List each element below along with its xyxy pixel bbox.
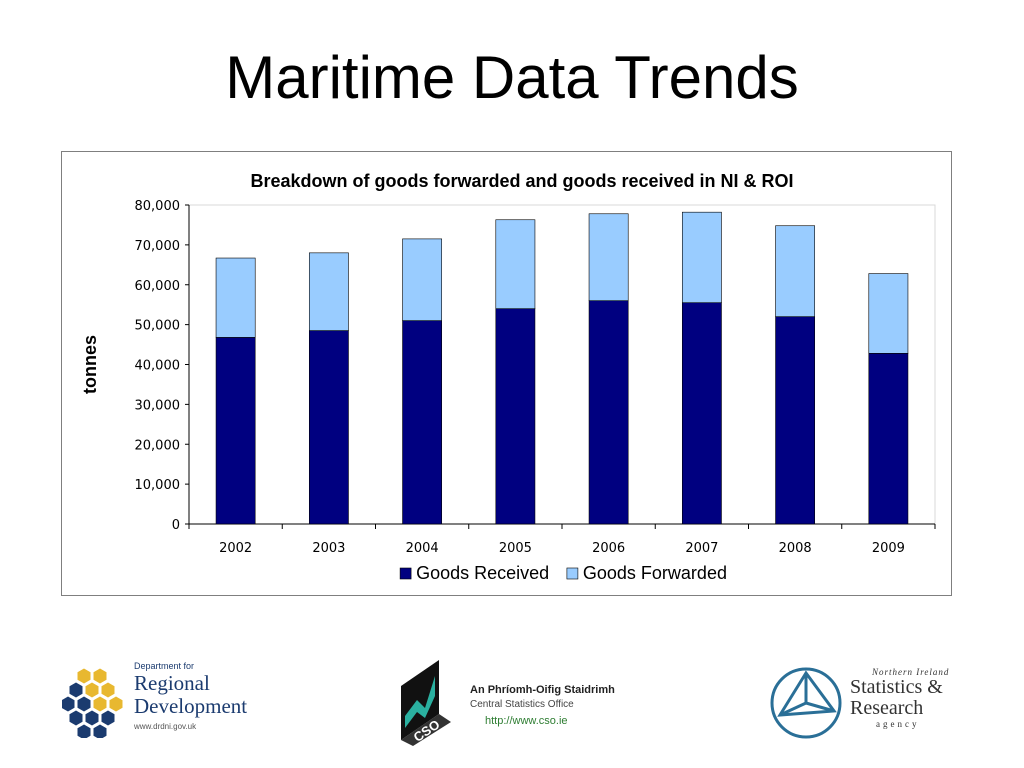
hexagon-cell	[101, 710, 115, 726]
bar-goods-forwarded-2003	[308, 252, 349, 331]
hexagon-cluster-icon	[62, 668, 123, 738]
y-tick-label: 40,000	[135, 359, 181, 374]
drd-line1: Regional	[134, 671, 210, 695]
y-tick-label: 10,000	[135, 478, 181, 493]
bar-goods-forwarded-2008	[775, 225, 816, 317]
y-tick-label: 80,000	[135, 199, 181, 214]
bar-goods-forwarded-2007	[681, 211, 722, 303]
hexagon-cell	[85, 710, 99, 726]
bar-goods-received-2005	[495, 308, 536, 525]
y-axis-label: tonnes	[80, 335, 100, 394]
bar-goods-received-2006	[588, 300, 629, 525]
cso-url: http://www.cso.ie	[485, 715, 568, 727]
x-tick-label: 2007	[685, 541, 718, 556]
nisra-bottom: agency	[876, 719, 920, 729]
x-tick-label: 2004	[406, 541, 439, 556]
drd-line2: Development	[134, 694, 248, 718]
bar-goods-forwarded-2005	[495, 219, 536, 309]
hexagon-cell	[101, 682, 115, 698]
chart-title: Breakdown of goods forwarded and goods r…	[250, 171, 793, 191]
drd-pre: Department for	[134, 661, 195, 671]
bar-goods-received-2009	[868, 353, 909, 525]
x-tick-label: 2008	[779, 541, 812, 556]
bar-goods-received-2008	[775, 316, 816, 525]
slide-title: Maritime Data Trends	[225, 44, 799, 111]
y-tick-label: 70,000	[135, 239, 181, 254]
hexagon-cell	[62, 696, 75, 712]
bar-goods-forwarded-2004	[402, 238, 443, 321]
hexagon-cell	[69, 710, 83, 726]
y-tick-label: 50,000	[135, 319, 181, 334]
bar-goods-received-2004	[402, 320, 443, 525]
nisra-line2: Research	[850, 697, 924, 719]
x-tick-label: 2009	[872, 541, 905, 556]
y-tick-label: 0	[172, 518, 180, 533]
hexagon-cell	[109, 696, 123, 712]
hexagon-cell	[93, 696, 107, 712]
hexagon-cell	[85, 682, 99, 698]
cso-irish-name: An Phríomh-Oifig Staidrimh	[470, 684, 615, 696]
nisra-circle-icon	[770, 667, 842, 739]
drd-url: www.drdni.gov.uk	[134, 722, 197, 731]
x-tick-label: 2002	[219, 541, 252, 556]
y-tick-label: 30,000	[135, 398, 181, 413]
cso-english-name: Central Statistics Office	[470, 699, 574, 710]
hexagon-cell	[93, 724, 107, 738]
bar-goods-received-2003	[308, 330, 349, 525]
hexagon-cell	[93, 668, 107, 684]
bar-goods-received-2002	[215, 337, 256, 525]
bar-goods-forwarded-2009	[868, 273, 909, 354]
cso-logo: CSO An Phríomh-Oifig Staidrimh Central S…	[395, 656, 635, 746]
plot-area	[188, 204, 936, 525]
bar-goods-received-2007	[681, 302, 722, 525]
bar-goods-forwarded-2006	[588, 213, 629, 301]
legend-label: Goods Forwarded	[583, 563, 727, 583]
nisra-logo: Northern Ireland Statistics & Research a…	[768, 663, 968, 743]
bar-goods-forwarded-2002	[215, 257, 256, 338]
hexagon-cell	[77, 724, 91, 738]
nisra-top: Northern Ireland	[872, 667, 950, 677]
x-tick-label: 2003	[312, 541, 345, 556]
hexagon-cell	[69, 682, 83, 698]
drd-logo: Department for Regional Development www.…	[62, 660, 272, 742]
hexagon-cell	[77, 696, 91, 712]
x-tick-label: 2006	[592, 541, 625, 556]
x-tick-label: 2005	[499, 541, 532, 556]
legend-label: Goods Received	[416, 563, 549, 583]
stacked-bar-chart: Breakdown of goods forwarded and goods r…	[80, 171, 936, 583]
y-tick-label: 20,000	[135, 438, 181, 453]
legend-swatch	[566, 567, 579, 580]
y-tick-label: 60,000	[135, 279, 181, 294]
nisra-line1: Statistics &	[850, 676, 943, 698]
hexagon-cell	[77, 668, 91, 684]
cso-emblem-icon: CSO	[401, 660, 451, 746]
chart-frame: Breakdown of goods forwarded and goods r…	[61, 151, 952, 596]
legend-swatch	[399, 567, 412, 580]
